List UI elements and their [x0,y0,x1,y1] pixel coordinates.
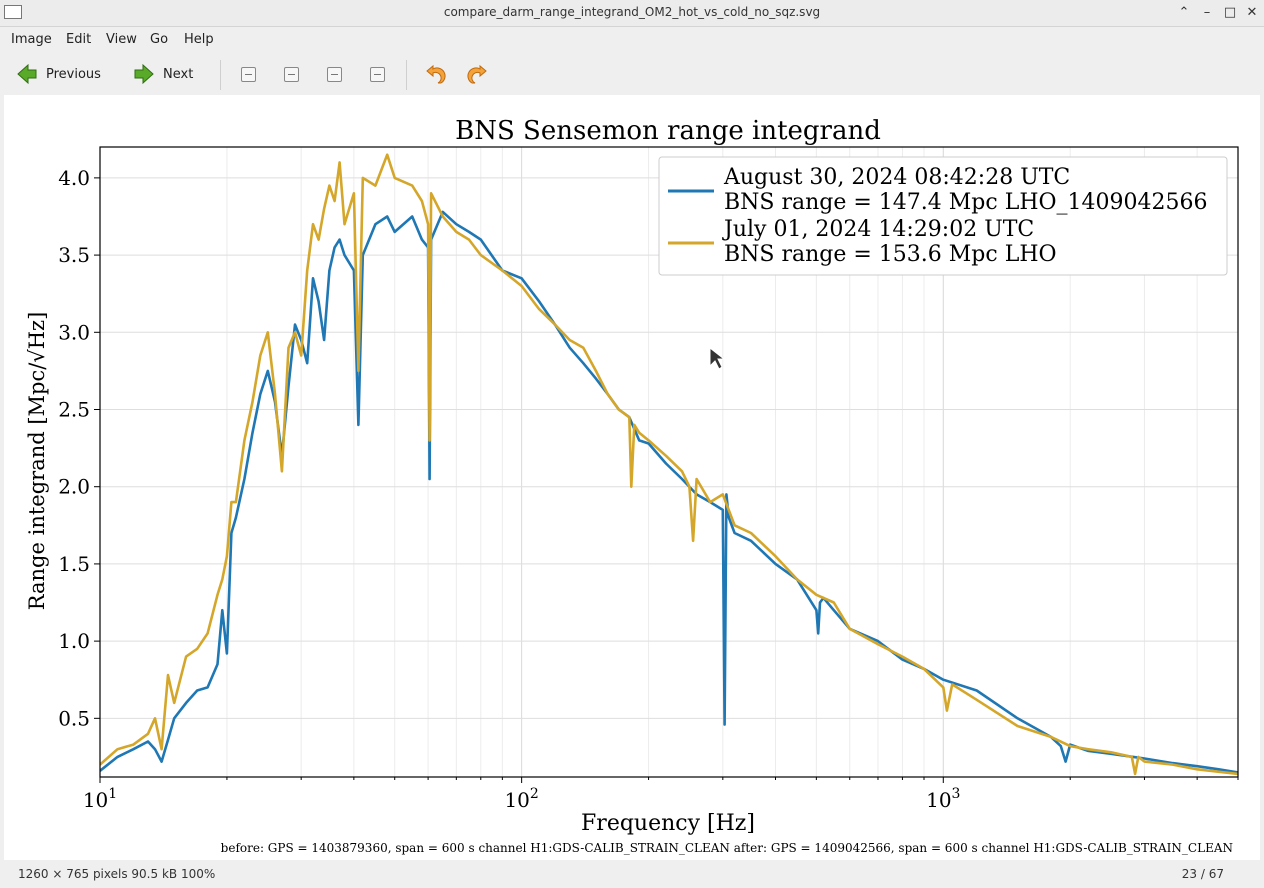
legend-label-jul01-range: BNS range = 153.6 Mpc LHO [724,242,1057,267]
legend-box [658,156,1228,276]
menu-help[interactable]: Help [184,32,214,47]
window-title: compare_darm_range_integrand_OM2_hot_vs_… [443,5,821,19]
x-tick-label: 103 [926,786,960,812]
y-tick-label: 2.5 [58,398,90,422]
range-integrand-chart: 0.5 1.0 1.5 2.0 2.5 3.0 3.5 4.0 101 102 103 BNS Se… [25,116,1239,855]
previous-label: Previous [46,66,101,82]
x-tick-label: 101 [83,786,117,812]
maximize-button[interactable]: □ [1223,5,1237,20]
close-button[interactable]: ✕ [1246,5,1258,20]
toolbar-separator [220,60,221,90]
series-layer [100,153,1238,776]
next-button[interactable]: Next [133,54,193,94]
chart-footnote: before: GPS = 1403879360, span = 600 s c… [221,841,1233,855]
image-viewer-app-icon [4,5,22,19]
plot-frame [99,146,1239,778]
y-tick-label: 2.0 [58,475,90,499]
menu-bar: Image Edit View Go Help [0,27,1264,53]
zoom-fit-icon[interactable] [370,67,385,82]
grid [99,147,1239,777]
zoom-out-icon[interactable] [284,67,299,82]
rotate-left-icon[interactable] [424,64,446,86]
menu-edit[interactable]: Edit [66,32,92,47]
status-bar: 1260 × 765 pixels 90.5 kB 100% 23 / 67 [0,862,1264,888]
menu-go[interactable]: Go [150,32,169,47]
y-tick-label: 3.5 [58,243,90,267]
y-axis-label: Range integrand [Mpc/√Hz] [25,312,49,611]
legend: August 30, 2024 08:42:28 UTC BNS range =… [658,156,1228,276]
x-tick-exponent: 2 [530,786,539,802]
legend-label-aug30-range: BNS range = 147.4 Mpc LHO_1409042566 [724,190,1208,215]
previous-button[interactable]: Previous [16,54,101,94]
chart-title: BNS Sensemon range integrand [455,116,881,146]
toolbar: Previous Next [0,54,1264,94]
menu-image[interactable]: Image [11,32,52,47]
x-tick-label: 102 [504,786,538,812]
image-info: 1260 × 765 pixels 90.5 kB 100% [18,867,216,881]
y-tick-label: 4.0 [58,166,90,190]
toolbar-separator [406,60,407,90]
y-tick-label: 0.5 [58,706,90,730]
x-tick-exponent: 3 [952,786,961,802]
window-titlebar: compare_darm_range_integrand_OM2_hot_vs_… [0,0,1264,27]
go-previous-icon [17,64,37,84]
y-tick-label: 1.0 [58,629,90,653]
image-canvas[interactable]: 0.5 1.0 1.5 2.0 2.5 3.0 3.5 4.0 101 102 103 BNS Se… [4,95,1260,860]
menu-view[interactable]: View [106,32,137,47]
next-label: Next [163,66,194,82]
go-next-icon [134,64,154,84]
zoom-in-icon[interactable] [241,67,256,82]
rotate-right-icon[interactable] [467,64,489,86]
y-tick-label: 1.5 [58,552,90,576]
zoom-100-icon[interactable] [327,67,342,82]
mouse-cursor-icon [709,346,726,370]
legend-label-jul01-date: July 01, 2024 14:29:02 UTC [722,217,1034,242]
series-line-jul01 [100,153,1238,776]
x-axis-label: Frequency [Hz] [581,811,755,836]
image-position: 23 / 67 [1181,867,1224,881]
series-line-aug30 [100,210,1238,774]
minimize-caret-icon[interactable]: ⌃ [1178,5,1190,20]
tick-layer: 0.5 1.0 1.5 2.0 2.5 3.0 3.5 4.0 101 102 103 [58,166,1239,812]
y-tick-label: 3.0 [58,320,90,344]
legend-label-aug30-date: August 30, 2024 08:42:28 UTC [723,165,1070,190]
x-tick-exponent: 1 [108,786,117,802]
minimize-button[interactable]: – [1203,5,1211,20]
